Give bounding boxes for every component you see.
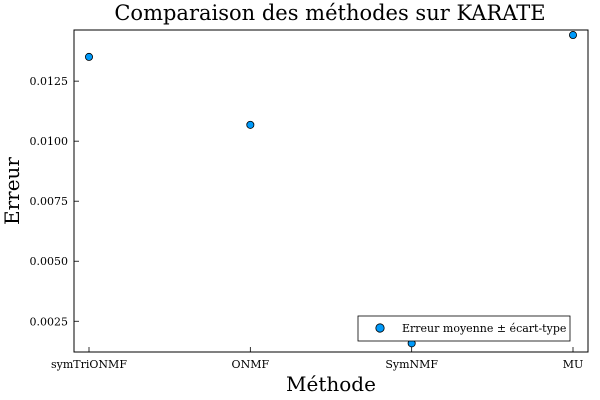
data-points (85, 31, 578, 348)
chart-title: Comparaison des méthodes sur KARATE (114, 1, 545, 25)
x-axis-label: Méthode (286, 372, 376, 396)
legend: Erreur moyenne ± écart-type (357, 315, 571, 342)
legend-marker (375, 323, 385, 333)
y-axis-label: Erreur (0, 157, 24, 225)
x-tick-label: SymNMF (385, 358, 438, 371)
x-axis: symTriONMF ONMF SymNMF MU (51, 347, 583, 371)
data-point (569, 31, 578, 40)
y-axis: 0.0025 0.0050 0.0075 0.0100 0.0125 (30, 75, 79, 328)
y-tick-label: 0.0100 (30, 135, 69, 148)
y-tick-label: 0.0075 (30, 195, 69, 208)
data-point (246, 120, 255, 129)
x-tick-label: ONMF (232, 358, 270, 371)
x-tick-label: MU (563, 358, 584, 371)
legend-box (357, 315, 571, 342)
y-tick-label: 0.0050 (30, 255, 69, 268)
x-tick-label: symTriONMF (51, 358, 127, 371)
plot-frame (73, 29, 589, 353)
plot-area (73, 29, 589, 353)
legend-label: Erreur moyenne ± écart-type (402, 322, 566, 335)
data-point (85, 52, 94, 61)
y-tick-label: 0.0125 (30, 75, 69, 88)
y-tick-label: 0.0025 (30, 315, 69, 328)
